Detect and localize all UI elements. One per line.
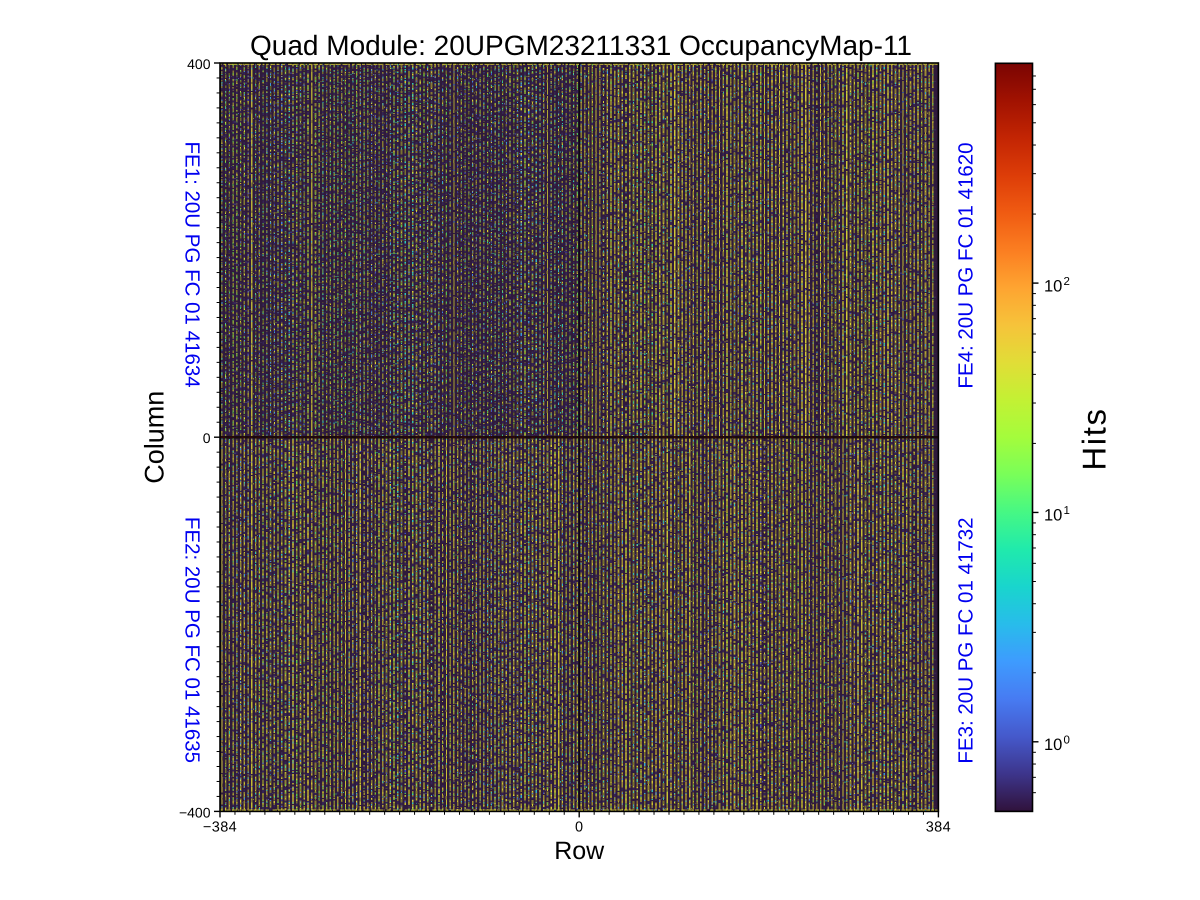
svg-text:Column: Column bbox=[139, 391, 169, 484]
svg-text:FE2: 20U PG FC 01 41635: FE2: 20U PG FC 01 41635 bbox=[181, 517, 204, 763]
svg-text:0: 0 bbox=[575, 820, 583, 836]
svg-text:102: 102 bbox=[1044, 276, 1070, 296]
svg-text:384: 384 bbox=[926, 820, 951, 836]
svg-text:FE3: 20U PG FC 01 41732: FE3: 20U PG FC 01 41732 bbox=[954, 517, 977, 763]
svg-text:FE1: 20U PG FC 01 41634: FE1: 20U PG FC 01 41634 bbox=[181, 142, 204, 388]
svg-text:FE4: 20U PG FC 01 41620: FE4: 20U PG FC 01 41620 bbox=[954, 142, 977, 388]
svg-text:101: 101 bbox=[1044, 505, 1070, 525]
svg-text:−384: −384 bbox=[203, 820, 237, 836]
svg-text:Quad Module: 20UPGM23211331 Oc: Quad Module: 20UPGM23211331 OccupancyMap… bbox=[250, 30, 912, 61]
svg-text:100: 100 bbox=[1044, 735, 1070, 755]
svg-text:0: 0 bbox=[203, 430, 211, 446]
svg-text:Hits: Hits bbox=[1076, 407, 1113, 470]
svg-text:400: 400 bbox=[187, 56, 211, 72]
svg-text:Row: Row bbox=[554, 837, 605, 865]
svg-text:−400: −400 bbox=[179, 804, 211, 820]
